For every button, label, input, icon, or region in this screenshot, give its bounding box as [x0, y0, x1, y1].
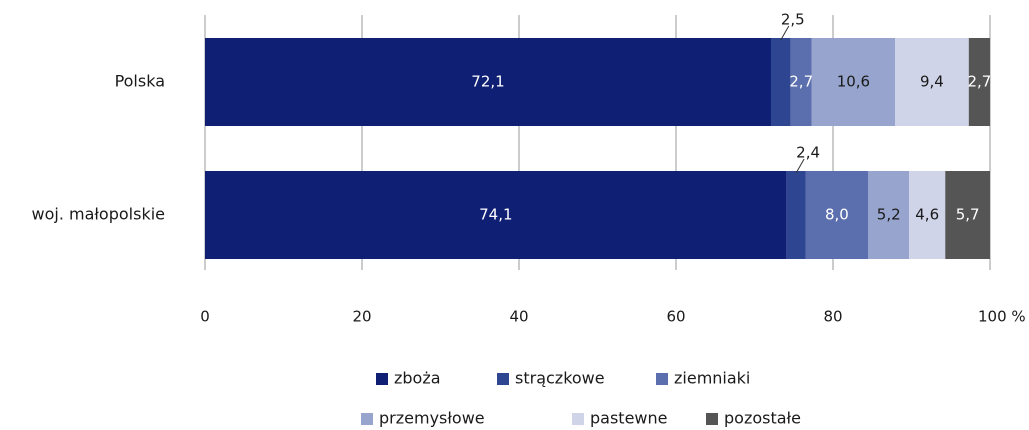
legend-swatch	[497, 373, 509, 385]
legend-swatch	[376, 373, 388, 385]
bar-segment	[205, 38, 771, 126]
legend-swatch	[361, 413, 373, 425]
bar-segment	[868, 171, 910, 259]
leader-line	[795, 158, 805, 174]
bar-segment	[790, 38, 812, 126]
legend-swatch	[572, 413, 584, 425]
bar-segment	[205, 171, 787, 259]
bar-segment	[895, 38, 969, 126]
bar-segment	[909, 171, 946, 259]
bar-segment	[968, 38, 990, 126]
value-label: 8,0	[825, 206, 849, 224]
leader-line	[780, 25, 790, 41]
value-label: 74,1	[479, 206, 512, 224]
legend-label: przemysłowe	[379, 409, 485, 428]
x-tick-label: 0	[200, 308, 210, 326]
value-label: 4,6	[915, 206, 939, 224]
bar-segment	[786, 171, 806, 259]
legend-label: ziemniaki	[674, 369, 750, 388]
category-label: Polska	[115, 72, 165, 91]
legend-label: zboża	[394, 369, 441, 388]
legend-swatch	[656, 373, 668, 385]
bar-segment	[945, 171, 990, 259]
x-tick-label: 100 %	[978, 308, 1026, 326]
x-tick-label: 60	[666, 308, 685, 326]
bar-segment	[805, 171, 869, 259]
value-label: 5,2	[877, 206, 901, 224]
category-label: woj. małopolskie	[32, 205, 166, 224]
legend-label: pastewne	[590, 409, 667, 428]
value-label: 5,7	[956, 206, 980, 224]
bar-segment	[811, 38, 896, 126]
value-label: 2,7	[967, 73, 991, 91]
value-label: 9,4	[920, 73, 944, 91]
value-label: 10,6	[837, 73, 870, 91]
value-label: 2,7	[789, 73, 813, 91]
x-tick-label: 40	[509, 308, 528, 326]
x-tick-label: 20	[352, 308, 371, 326]
value-label: 2,4	[796, 144, 820, 162]
value-label: 2,5	[781, 11, 805, 29]
legend-label: strączkowe	[515, 369, 605, 388]
value-label: 72,1	[471, 73, 504, 91]
x-tick-label: 80	[823, 308, 842, 326]
legend-label: pozostałe	[724, 409, 801, 428]
legend-swatch	[706, 413, 718, 425]
bar-segment	[770, 38, 791, 126]
